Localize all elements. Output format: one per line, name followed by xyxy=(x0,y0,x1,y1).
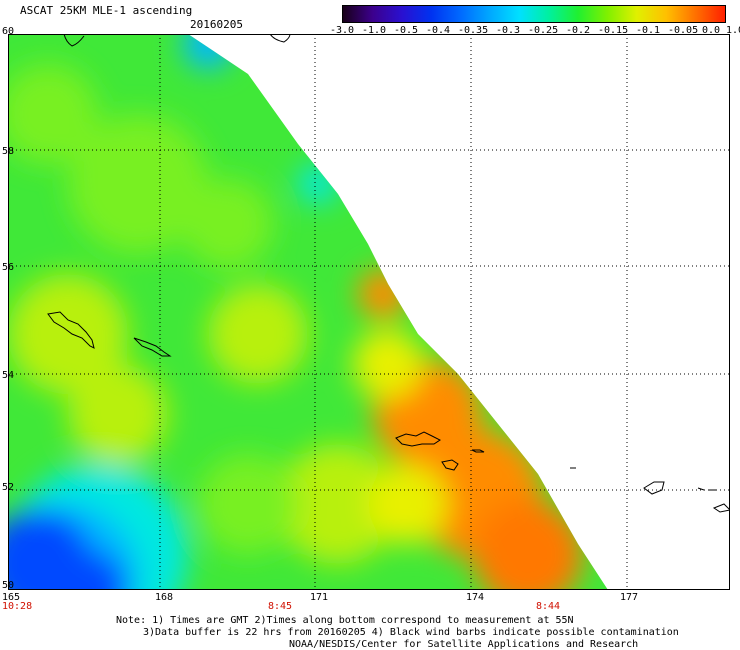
island xyxy=(395,431,441,447)
lat-label: 60 xyxy=(2,26,15,37)
swath-blob xyxy=(8,509,93,590)
swath-blob xyxy=(183,179,273,269)
swath-blob xyxy=(473,499,583,590)
colorbar xyxy=(342,5,726,23)
colorbar-gradient xyxy=(343,6,725,22)
note-line: 3)Data buffer is 22 hrs from 20160205 4)… xyxy=(143,627,679,638)
colorbar-label: 0.0 xyxy=(702,25,721,36)
lon-label: 168 xyxy=(155,592,174,603)
swath-blob xyxy=(353,329,423,399)
map-panel xyxy=(8,34,730,590)
island xyxy=(643,481,665,495)
lon-label: 165 xyxy=(2,592,21,603)
colorbar-label: -0.5 xyxy=(394,25,419,36)
swath-blob xyxy=(8,64,98,164)
time-label: 8:45 xyxy=(268,601,293,612)
colorbar-label: -0.3 xyxy=(496,25,521,36)
lat-label: 58 xyxy=(2,146,15,157)
map-date: 20160205 xyxy=(190,18,243,31)
swath-blob xyxy=(198,454,298,554)
colorbar-label: 1.0 xyxy=(726,25,740,36)
island xyxy=(697,487,705,491)
time-label: 10:28 xyxy=(2,601,33,612)
swath-blob xyxy=(208,284,308,384)
grid-lines xyxy=(8,34,730,590)
coastline xyxy=(63,34,85,47)
colorbar-label: -0.2 xyxy=(566,25,591,36)
island xyxy=(471,449,485,453)
colorbar-label: -0.25 xyxy=(528,25,559,36)
swath-blob xyxy=(68,114,208,254)
map-title: ASCAT 25KM MLE-1 ascending xyxy=(20,4,193,17)
note-line: Note: 1) Times are GMT 2)Times along bot… xyxy=(116,615,574,626)
lat-label: 56 xyxy=(2,262,15,273)
swath-blob xyxy=(278,444,398,564)
island xyxy=(47,311,95,349)
coastline xyxy=(269,34,291,43)
island xyxy=(712,503,730,513)
lat-label: 50 xyxy=(2,580,15,591)
colorbar-label: -1.0 xyxy=(362,25,387,36)
swath-blob xyxy=(368,464,448,544)
note-line: NOAA/NESDIS/Center for Satellite Applica… xyxy=(289,639,639,650)
island xyxy=(133,337,172,357)
lon-label: 174 xyxy=(466,592,485,603)
time-label: 8:44 xyxy=(536,601,561,612)
lat-label: 52 xyxy=(2,482,15,493)
colorbar-labels: -3.0 -1.0 -0.5 -0.4 -0.35 -0.3 -0.25 -0.… xyxy=(330,25,740,37)
colorbar-label: -0.35 xyxy=(458,25,489,36)
lon-label: 171 xyxy=(310,592,329,603)
colorbar-label: -0.05 xyxy=(668,25,699,36)
swath-blob xyxy=(48,550,128,590)
map-svg xyxy=(8,34,730,590)
swath-blob xyxy=(8,274,128,394)
lon-label: 177 xyxy=(620,592,639,603)
map-frame xyxy=(8,34,730,590)
colorbar-label: -0.1 xyxy=(636,25,661,36)
colorbar-label: -0.4 xyxy=(426,25,451,36)
colorbar-label: -3.0 xyxy=(330,25,355,36)
coastlines xyxy=(47,34,730,513)
colorbar-label: -0.15 xyxy=(598,25,629,36)
island xyxy=(441,459,459,471)
lat-label: 54 xyxy=(2,370,15,381)
swath-blob xyxy=(68,364,168,464)
